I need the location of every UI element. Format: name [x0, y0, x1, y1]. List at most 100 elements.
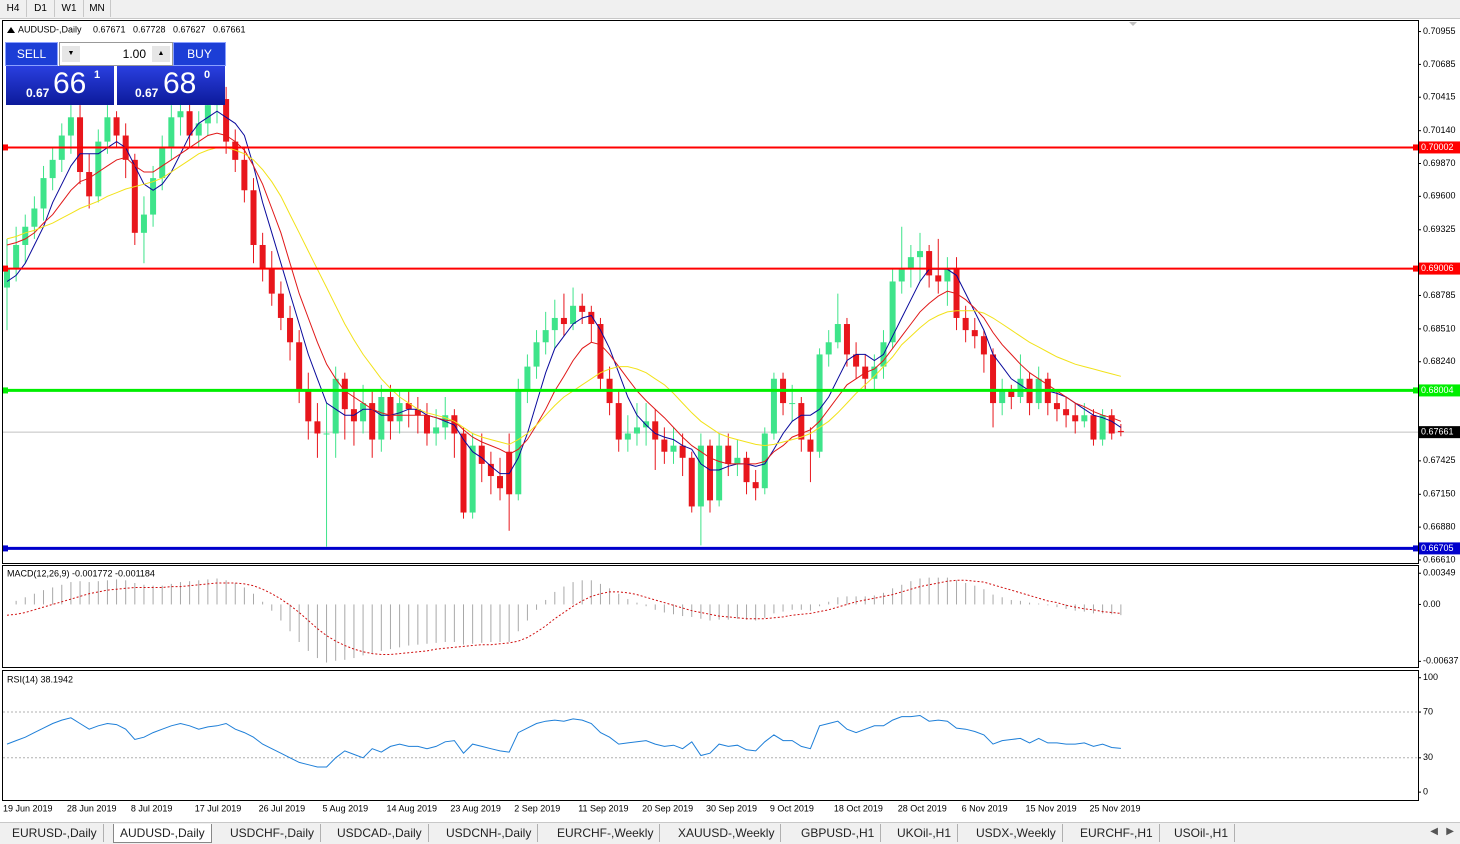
x-tick-label: 26 Jul 2019 [259, 803, 306, 813]
candle-body [652, 421, 659, 440]
level-handle [1413, 265, 1418, 272]
symbol-tab[interactable]: AUDUSD-,Daily [113, 824, 212, 843]
tab-bar: ◀ ▶ EURUSD-,Daily AUDUSD-,Daily USDCHF-,Da… [0, 822, 1460, 844]
symbol-tab[interactable]: UKOil-,H1 [891, 824, 959, 842]
candle-body [104, 117, 111, 142]
moving-average [6, 132, 1122, 465]
x-tick-label: 17 Jul 2019 [195, 803, 242, 813]
candle-body [834, 324, 841, 343]
ask-price[interactable]: 0.67 68 0 [117, 66, 225, 105]
candle-body [31, 208, 38, 227]
candle-body [168, 117, 175, 148]
timeframe-button[interactable]: D1 [27, 0, 55, 17]
y-tick-label: 0.66880 [1423, 521, 1456, 531]
timeframe-button[interactable]: W1 [55, 0, 84, 17]
tab-scroll[interactable]: ◀ [1430, 826, 1438, 837]
candle-body [369, 403, 376, 440]
candle-body [195, 123, 202, 136]
candle-body [853, 354, 860, 367]
candle-body [889, 281, 896, 343]
symbol-tab[interactable]: USDCNH-,Daily [440, 824, 539, 842]
lot-value: 1.00 [122, 47, 146, 61]
candle-body [1099, 415, 1106, 440]
timeframe-button[interactable]: H4 [0, 0, 27, 17]
level-handle [3, 265, 8, 272]
current-price-label: 0.67661 [1421, 427, 1454, 437]
bid-small: 1 [94, 69, 101, 81]
symbol-tab[interactable]: EURCHF-,H1 [1074, 824, 1160, 842]
lot-box[interactable]: ▼ 1.00 ▲ [59, 42, 173, 66]
buy-button[interactable]: BUY [173, 42, 226, 66]
x-tick-label: 6 Nov 2019 [962, 803, 1008, 813]
x-tick-label: 19 Jun 2019 [3, 803, 53, 813]
current-price-box [1419, 426, 1460, 439]
y-tick-label: 0.68240 [1423, 356, 1456, 366]
ask-big: 68 [163, 67, 197, 100]
y-tick-label: 0.70415 [1423, 92, 1456, 102]
x-tick-label: 8 Jul 2019 [131, 803, 173, 813]
y-tick-label: 0.68510 [1423, 323, 1456, 333]
symbol-tab[interactable]: XAUUSD-,Weekly [672, 824, 782, 842]
candle-body [95, 141, 102, 197]
candle-body [387, 396, 394, 422]
level-label: 0.68004 [1421, 385, 1454, 395]
level-handle [3, 144, 8, 151]
candle-body [150, 178, 157, 215]
symbol-tab[interactable]: USDX-,Weekly [970, 824, 1063, 842]
symbol-tab[interactable]: USDCAD-,Daily [331, 824, 429, 842]
level-handle [3, 387, 8, 394]
candle-body [926, 251, 933, 276]
y-tick-label: 0.00349 [1423, 568, 1456, 578]
candle-body [688, 457, 695, 507]
candle-body [999, 390, 1006, 404]
x-tick-label: 30 Sep 2019 [706, 803, 757, 813]
candle-body [524, 366, 531, 391]
x-tick-label: 15 Nov 2019 [1026, 803, 1077, 813]
lot-up[interactable]: ▲ [152, 46, 170, 62]
candle-body [980, 336, 987, 355]
candle-body [460, 433, 467, 513]
symbol-tab[interactable]: EURCHF-,Weekly [551, 824, 661, 842]
candle-body [405, 403, 412, 410]
lot-down[interactable]: ▼ [62, 46, 80, 62]
level-handle [3, 545, 8, 552]
candle-body [789, 403, 796, 405]
candle-body [716, 445, 723, 501]
macd-title: MACD(12,26,9) -0.001772 -0.001184 [7, 568, 155, 578]
candle-body [469, 445, 476, 513]
candle-body [487, 463, 494, 477]
symbol-tab[interactable]: USOil-,H1 [1168, 824, 1236, 842]
y-tick-label: 30 [1423, 752, 1433, 762]
x-tick-label: 25 Nov 2019 [1089, 803, 1140, 813]
candle-body [843, 324, 850, 355]
candle-body [451, 415, 458, 434]
y-tick-label: -0.00637 [1423, 656, 1459, 666]
candle-body [560, 317, 567, 325]
x-tick-label: 11 Sep 2019 [578, 803, 628, 813]
y-tick-label: 0.69600 [1423, 191, 1456, 201]
level-label-box [1419, 384, 1460, 397]
timeframe-button[interactable]: MN [84, 0, 111, 17]
symbol-tab[interactable]: EURUSD-,Daily [6, 824, 104, 842]
ask-small: 0 [204, 69, 211, 81]
candle-body [396, 403, 403, 422]
candle-body [223, 99, 230, 142]
price-panel [2, 20, 1419, 564]
candle-body [1008, 390, 1015, 397]
candle-body [707, 445, 714, 501]
level-handle [1413, 144, 1418, 151]
x-tick-label: 23 Aug 2019 [450, 803, 501, 813]
candle-body [241, 159, 248, 191]
candle-body [734, 457, 741, 464]
symbol-tab[interactable]: USDCHF-,Daily [224, 824, 321, 842]
candle-body [314, 421, 321, 434]
candle-body [633, 427, 640, 434]
tab-scroll[interactable]: ▶ [1446, 826, 1454, 837]
candle-body [588, 311, 595, 325]
sell-button[interactable]: SELL [5, 42, 58, 66]
bid-price[interactable]: 0.67 66 1 [6, 66, 114, 105]
y-tick-label: 0.00 [1423, 599, 1441, 609]
symbol-tab[interactable]: GBPUSD-,H1 [795, 824, 882, 842]
y-tick-label: 0.69325 [1423, 224, 1456, 234]
level-label-box [1419, 141, 1460, 154]
